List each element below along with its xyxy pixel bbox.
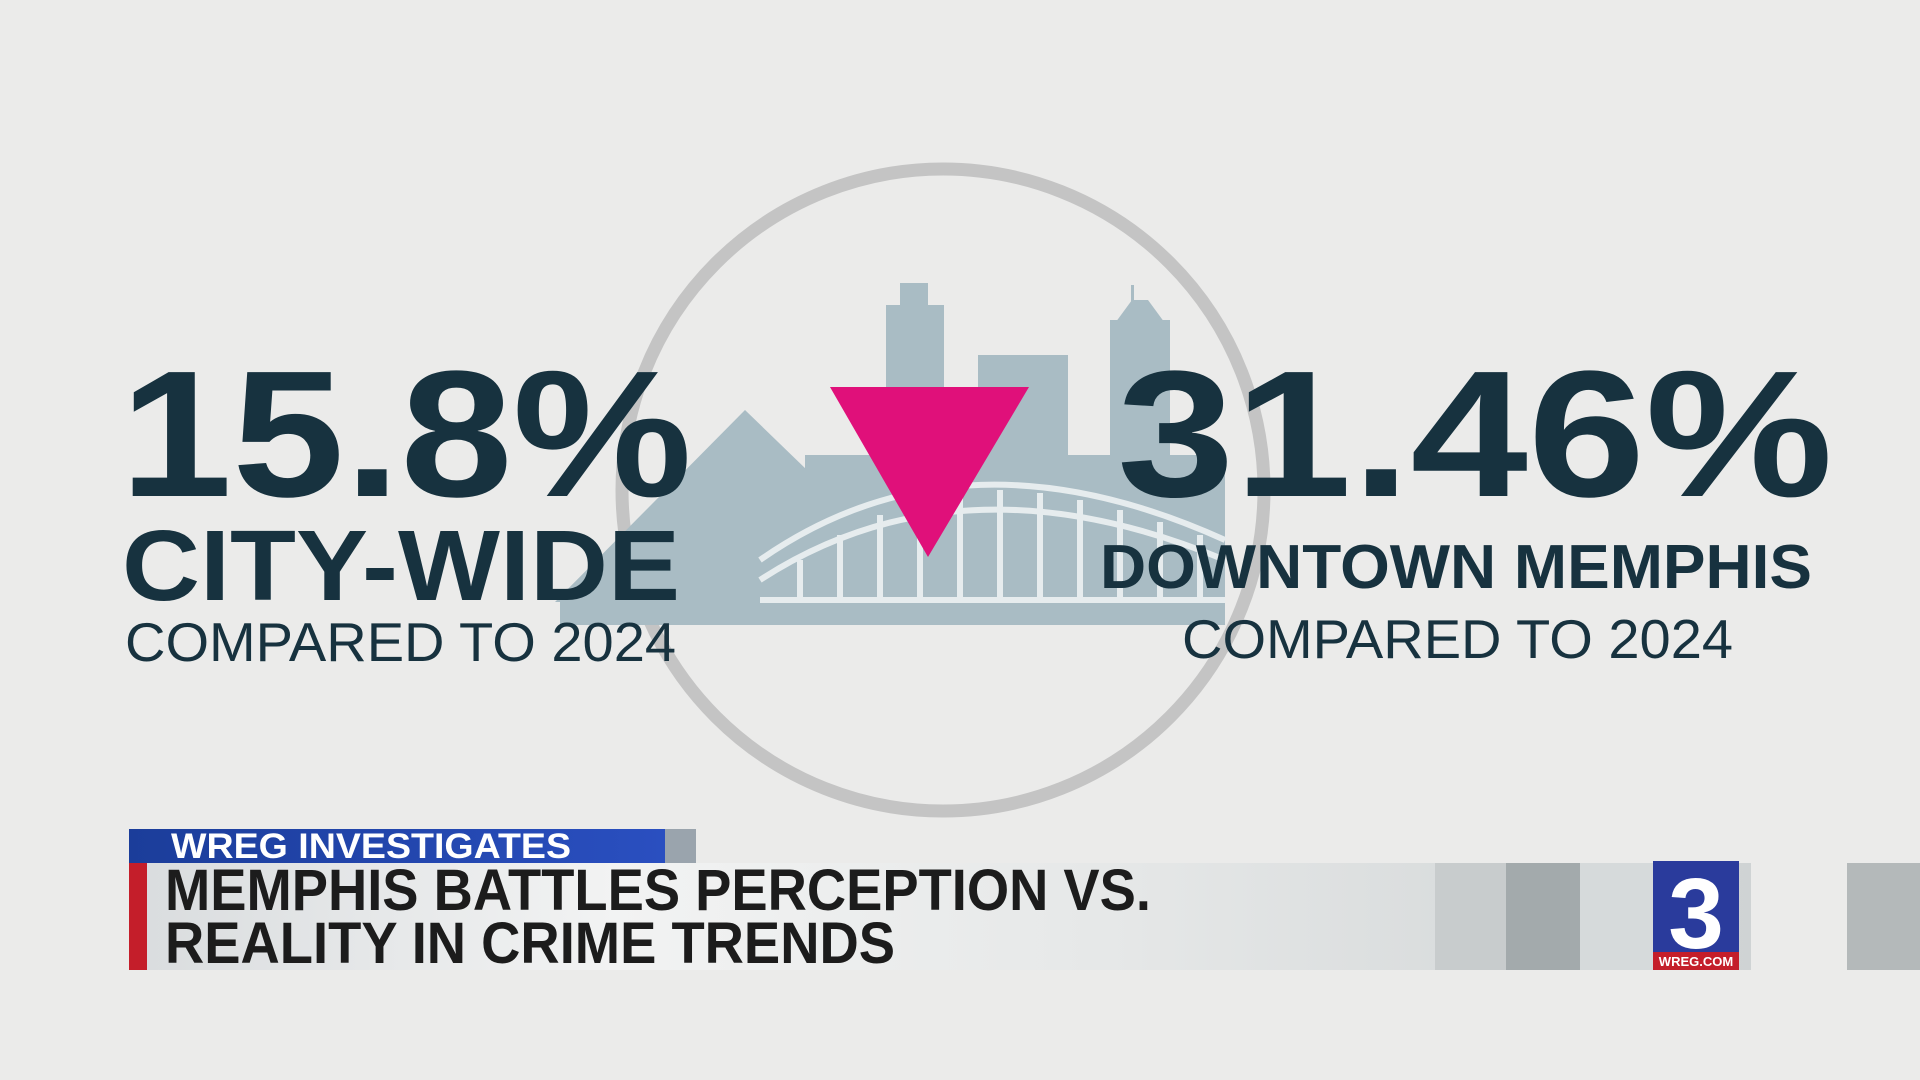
down-arrow (830, 387, 1029, 557)
logo-bg (1653, 861, 1739, 970)
stat-label: CITY-WIDE (122, 510, 680, 622)
logo-strip (1653, 952, 1739, 970)
bar-block (1506, 863, 1580, 970)
bar-block (1580, 863, 1653, 970)
red-stripe (129, 863, 147, 970)
headline-line: MEMPHIS BATTLES PERCEPTION VS. (165, 858, 1151, 923)
stat-figure: 31.46% (1117, 334, 1833, 535)
logo-number: 3 (1668, 858, 1724, 970)
logo-site: WREG.COM (1659, 954, 1733, 969)
headline-line: REALITY IN CRIME TRENDS (165, 911, 895, 976)
stat-comparison: COMPARED TO 2024 (1182, 608, 1733, 670)
bar-block (1847, 863, 1920, 970)
stat-figure: 15.8% (120, 334, 692, 535)
stat-label: DOWNTOWN MEMPHIS (1100, 533, 1812, 602)
bar-block (1435, 863, 1506, 970)
tag-bar (129, 829, 665, 863)
emblem-ring (615, 162, 1271, 818)
bridge (758, 481, 1227, 603)
stat-comparison: COMPARED TO 2024 (125, 611, 676, 673)
tag-text: WREG INVESTIGATES (171, 827, 571, 866)
bar-gap (1751, 861, 1847, 970)
station-logo: 3 WREG.COM (1653, 858, 1739, 970)
